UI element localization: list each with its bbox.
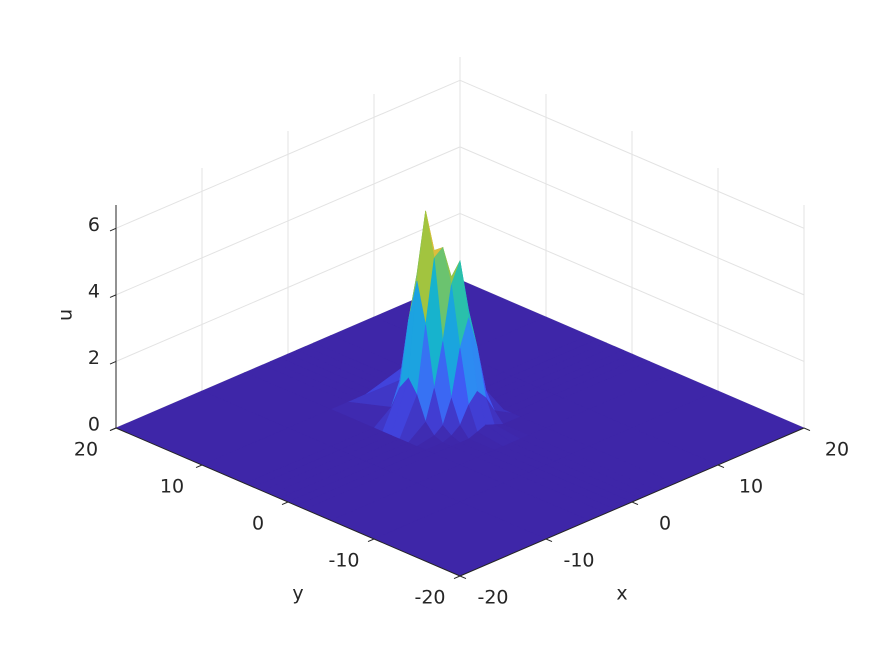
x-tick-label: 10: [739, 476, 763, 498]
y-tick: [281, 501, 289, 506]
z-tick: [109, 360, 117, 365]
z-tick-label: 2: [88, 347, 100, 369]
x-tick: [717, 464, 725, 469]
grid-line: [115, 79, 461, 229]
x-tick-label: 20: [825, 439, 849, 461]
grid-line: [459, 79, 805, 229]
z-tick: [109, 294, 117, 298]
z-tick-label: 0: [88, 414, 100, 436]
x-tick-label: 0: [659, 513, 671, 535]
x-tick: [803, 427, 811, 432]
y-tick-label: 10: [160, 476, 184, 498]
y-tick: [195, 464, 203, 469]
y-tick-label: 0: [252, 513, 264, 535]
y-axis-label: y: [292, 583, 303, 605]
z-tick-label: 6: [88, 214, 100, 236]
grid-line: [115, 146, 461, 296]
x-tick: [545, 538, 553, 543]
y-tick-label: -10: [328, 550, 359, 572]
x-tick-label: -10: [563, 550, 594, 572]
x-axis-label: x: [616, 583, 627, 605]
x-tick: [631, 501, 639, 506]
y-tick: [453, 575, 461, 580]
grid-line: [459, 146, 805, 296]
z-tick: [109, 227, 117, 232]
grid-line: [459, 212, 805, 362]
y-tick: [367, 538, 375, 543]
z-tick: [109, 427, 117, 432]
grid-line: [115, 212, 461, 362]
x-tick-label: -20: [477, 587, 508, 609]
x-tick: [459, 575, 467, 580]
y-tick-label: 20: [74, 439, 98, 461]
z-axis-label: u: [55, 309, 77, 321]
y-tick-label: -20: [414, 587, 445, 609]
z-tick-label: 4: [88, 280, 100, 302]
